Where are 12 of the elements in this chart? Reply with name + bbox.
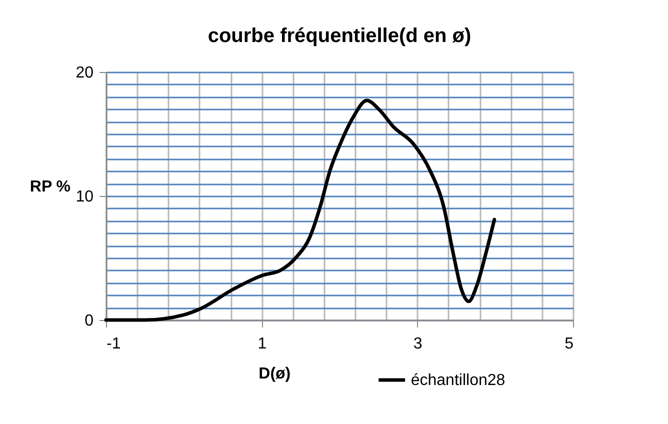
- y-axis-title: RP %: [30, 178, 70, 196]
- y-tick-label: 20: [76, 64, 94, 82]
- line-series: [104, 98, 496, 322]
- legend-label: échantillon28: [410, 372, 506, 389]
- x-tick-label: 3: [413, 336, 422, 352]
- chart-title: courbe fréquentielle(d en ø): [208, 25, 472, 47]
- y-tick-label: 10: [76, 188, 94, 206]
- x-tick-label: -1: [106, 336, 121, 352]
- y-tick-label: 0: [84, 312, 94, 330]
- x-tick-label: 1: [258, 336, 267, 352]
- x-tick-label: 5: [564, 336, 574, 352]
- x-axis-title: D(ø): [258, 366, 291, 382]
